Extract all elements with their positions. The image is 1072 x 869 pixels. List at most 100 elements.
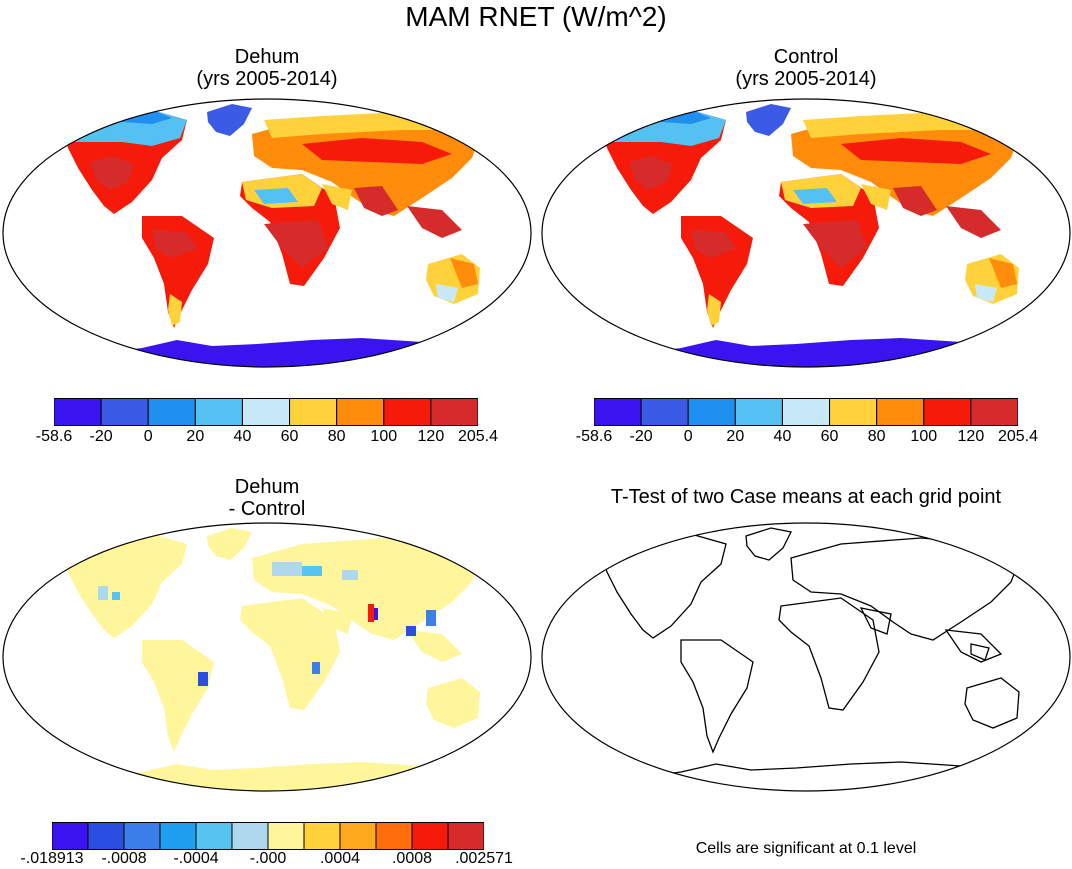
colorbar-swatch (147, 398, 196, 426)
colorbar-label: 80 (867, 428, 886, 445)
map-dehum-border (2, 98, 532, 368)
colorbar-swatch (195, 822, 233, 850)
colorbar-swatch (194, 398, 243, 426)
colorbar-swatch (289, 398, 338, 426)
colorbar-label: .002571 (455, 850, 513, 867)
south-america-region (142, 640, 214, 752)
colorbar-swatch (100, 398, 149, 426)
colorbar-swatch (339, 822, 377, 850)
difference-hotspots (98, 562, 436, 686)
eurasia-region (791, 114, 1021, 216)
colorbar-label: 0 (683, 428, 693, 445)
panel-difference-title-line1: Dehum (234, 476, 300, 498)
colorbar-label: .0004 (319, 850, 361, 867)
panel-control-title: Control (yrs 2005-2014) (541, 46, 1071, 90)
colorbar-swatch (231, 822, 269, 850)
colorbar-label: -20 (629, 428, 653, 445)
colorbar-label: 100 (370, 428, 398, 445)
colorbar-swatch (52, 822, 89, 850)
north-america-outline (600, 533, 727, 639)
colorbar-label: .0008 (391, 850, 433, 867)
map-difference (2, 522, 532, 792)
map-control-border (541, 98, 1071, 368)
colorbar-label: 120 (417, 428, 445, 445)
colorbar-swatch (781, 398, 831, 426)
north-america-region (62, 534, 187, 638)
australia-region (426, 678, 480, 728)
colorbar-swatch (970, 398, 1018, 426)
colorbar-swatch (303, 822, 341, 850)
colorbar-label: -.018913 (20, 850, 84, 867)
colorbar-swatch (159, 822, 197, 850)
figure-title: MAM RNET (W/m^2) (405, 1, 667, 32)
colorbar-swatch (876, 398, 925, 426)
colorbar-swatch (411, 822, 449, 850)
colorbar-swatch (123, 822, 161, 850)
colorbar-swatch (87, 822, 125, 850)
colorbar-label: 0 (143, 428, 153, 445)
colorbar-label: 120 (957, 428, 985, 445)
africa-outline (778, 597, 880, 711)
colorbar-label: -20 (89, 428, 113, 445)
colorbar-swatch (640, 398, 689, 426)
colorbar-swatch (447, 822, 484, 850)
greenland-region (746, 104, 791, 136)
colorbar-swatch (829, 398, 878, 426)
map-difference-border (2, 522, 532, 792)
map-ttest-border (541, 522, 1071, 792)
colorbar-difference (52, 822, 484, 850)
colorbar-label: 80 (327, 428, 346, 445)
colorbar-label: 60 (820, 428, 839, 445)
panel-difference-title: Dehum - Control (2, 476, 532, 520)
colorbar-swatch (267, 822, 305, 850)
colorbar-swatch (383, 398, 432, 426)
colorbar-label: 20 (726, 428, 745, 445)
greenland-region (207, 104, 252, 136)
panel-dehum-title: Dehum (yrs 2005-2014) (2, 46, 532, 90)
colorbar-control-labels: -58.6 -20 0 20 40 60 80 100 120 205.4 (576, 428, 1038, 448)
colorbar-swatch (336, 398, 385, 426)
colorbar-swatch (687, 398, 736, 426)
ttest-footnote: Cells are significant at 0.1 level (695, 840, 917, 857)
colorbar-label: 40 (233, 428, 252, 445)
panel-control-title-line2: (yrs 2005-2014) (735, 68, 877, 90)
colorbar-swatch (430, 398, 478, 426)
colorbar-label: 205.4 (997, 428, 1039, 445)
colorbar-label: 60 (280, 428, 299, 445)
colorbar-swatch (923, 398, 972, 426)
map-dehum (2, 98, 532, 368)
eurasia-outline (790, 537, 1022, 641)
colorbar-label: -58.6 (575, 428, 613, 445)
panel-dehum-title-line2: (yrs 2005-2014) (196, 68, 338, 90)
south-america-outline (680, 639, 754, 754)
panel-difference-title-line2: - Control (228, 498, 306, 520)
colorbar-dehum (54, 398, 478, 426)
map-ttest (541, 522, 1071, 792)
colorbar-swatch (734, 398, 783, 426)
panel-control-title-line1: Control (773, 46, 839, 68)
colorbar-swatch (594, 398, 642, 426)
colorbar-label: 40 (773, 428, 792, 445)
africa-region (240, 598, 340, 710)
colorbar-label: 100 (910, 428, 938, 445)
colorbar-label: -58.6 (35, 428, 73, 445)
colorbar-label: 20 (186, 428, 205, 445)
eurasia-region (252, 114, 482, 216)
eurasia-region (252, 538, 482, 640)
greenland-region (207, 528, 252, 560)
panel-dehum-title-line1: Dehum (234, 46, 300, 68)
colorbar-difference-labels: -.018913 -.0008 -.0004 -.000 .0004 .0008 .0025… (20, 850, 513, 868)
colorbar-label: -.000 (249, 850, 287, 867)
colorbar-control (594, 398, 1018, 426)
colorbar-label: -.0008 (101, 850, 147, 867)
colorbar-dehum-labels: -58.6 -20 0 20 40 60 80 100 120 205.4 (36, 428, 498, 448)
colorbar-swatch (241, 398, 291, 426)
colorbar-swatch (54, 398, 102, 426)
colorbar-label: 205.4 (457, 428, 499, 445)
australia-outline (964, 677, 1020, 729)
colorbar-label: -.0004 (173, 850, 219, 867)
map-control (541, 98, 1071, 368)
colorbar-swatch (375, 822, 413, 850)
greenland-outline (745, 527, 792, 561)
antarctica-outline (635, 761, 982, 779)
